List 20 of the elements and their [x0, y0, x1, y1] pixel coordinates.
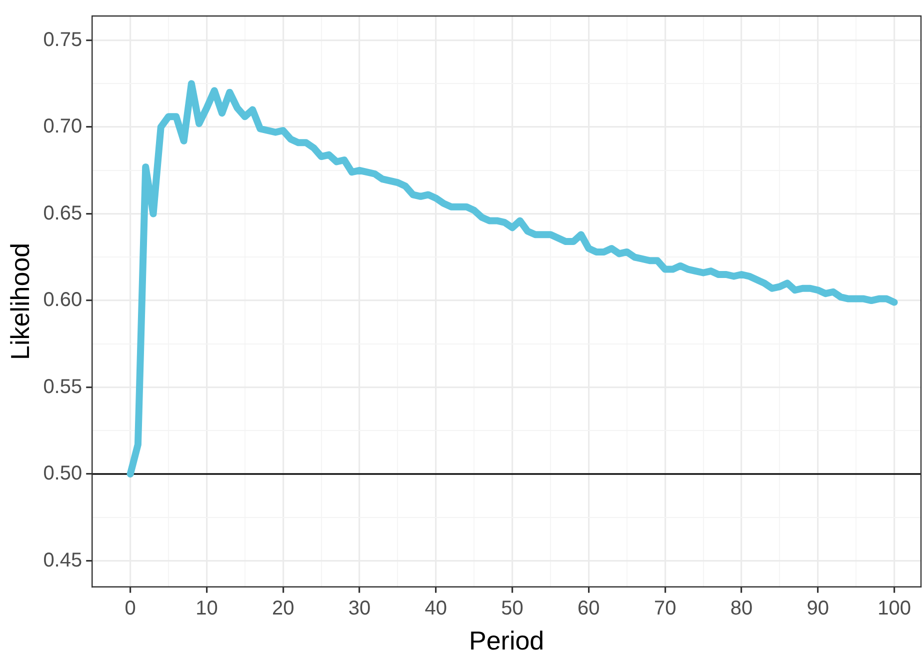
x-tick-label: 100	[878, 597, 911, 620]
x-tick-label: 20	[272, 597, 294, 620]
x-tick-label: 10	[196, 597, 218, 620]
x-axis-title: Period	[468, 626, 544, 656]
x-tick-label: 40	[424, 597, 448, 620]
x-tick-label: 80	[730, 597, 753, 620]
x-tick-label: 30	[348, 597, 371, 620]
x-tick-label: 70	[654, 597, 676, 620]
y-tick-label: 0.65	[43, 202, 82, 224]
y-tick-label: 0.45	[43, 549, 82, 572]
y-tick-label: 0.55	[43, 376, 82, 398]
y-tick-label: 0.75	[43, 28, 82, 51]
y-axis-title: Likelihood	[4, 242, 35, 360]
x-tick-label: 60	[578, 597, 600, 620]
x-tick-label: 0	[124, 597, 136, 620]
x-tick-label: 90	[806, 597, 829, 620]
y-tick-label: 0.70	[43, 116, 82, 138]
y-tick-label: 0.50	[43, 462, 82, 485]
x-tick-label: 50	[501, 597, 524, 620]
y-tick-label: 0.60	[43, 289, 82, 312]
